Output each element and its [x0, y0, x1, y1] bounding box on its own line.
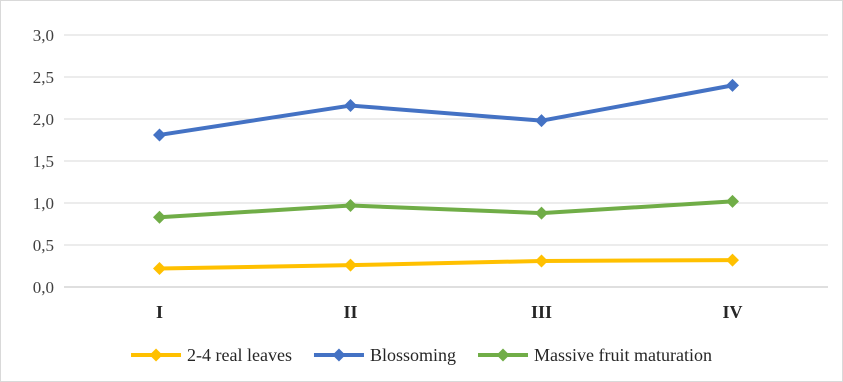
y-tick-label: 2,5	[33, 68, 54, 87]
series-massive-fruit-maturation	[153, 194, 739, 224]
legend-item: 2-4 real leaves	[131, 345, 292, 365]
x-category-label: I	[156, 302, 163, 322]
y-tick-label: 1,5	[33, 152, 54, 171]
legend-swatch-marker	[149, 348, 163, 362]
series-lines	[153, 78, 739, 276]
y-tick-label: 0,5	[33, 236, 54, 255]
data-point	[153, 128, 166, 142]
gridlines	[64, 34, 828, 288]
x-axis-categories: I II III IV	[156, 302, 743, 322]
data-point	[535, 114, 548, 128]
legend-label: 2-4 real leaves	[187, 345, 292, 365]
y-tick-label: 3,0	[33, 26, 54, 45]
data-point	[344, 258, 357, 272]
x-category-label: III	[531, 302, 552, 322]
data-point	[726, 253, 739, 267]
legend-item: Massive fruit maturation	[478, 345, 712, 365]
series-2-4-real-leaves	[153, 253, 739, 276]
legend-swatch-marker	[496, 348, 510, 362]
y-tick-label: 0,0	[33, 278, 54, 297]
series-line	[157, 258, 735, 271]
y-tick-label: 1,0	[33, 194, 54, 213]
x-category-label: IV	[722, 302, 742, 322]
data-point	[726, 78, 739, 92]
data-point	[344, 199, 357, 213]
data-point	[726, 194, 739, 208]
data-point	[153, 262, 166, 276]
x-category-label: II	[343, 302, 357, 322]
data-point	[535, 254, 548, 268]
data-point	[535, 206, 548, 220]
legend-label: Massive fruit maturation	[534, 345, 712, 365]
y-axis-ticks: 0,0 0,5 1,0 1,5 2,0 2,5 3,0	[33, 26, 54, 297]
series-line	[157, 199, 735, 220]
legend-item: Blossoming	[313, 345, 456, 365]
series-blossoming	[153, 78, 739, 142]
y-tick-label: 2,0	[33, 110, 54, 129]
legend-label: Blossoming	[370, 345, 456, 365]
legend: 2-4 real leaves Blossoming Massive fruit m…	[131, 345, 712, 365]
data-point	[344, 99, 357, 113]
data-point	[153, 210, 166, 224]
legend-swatch-marker	[332, 348, 346, 362]
series-line	[157, 83, 735, 137]
